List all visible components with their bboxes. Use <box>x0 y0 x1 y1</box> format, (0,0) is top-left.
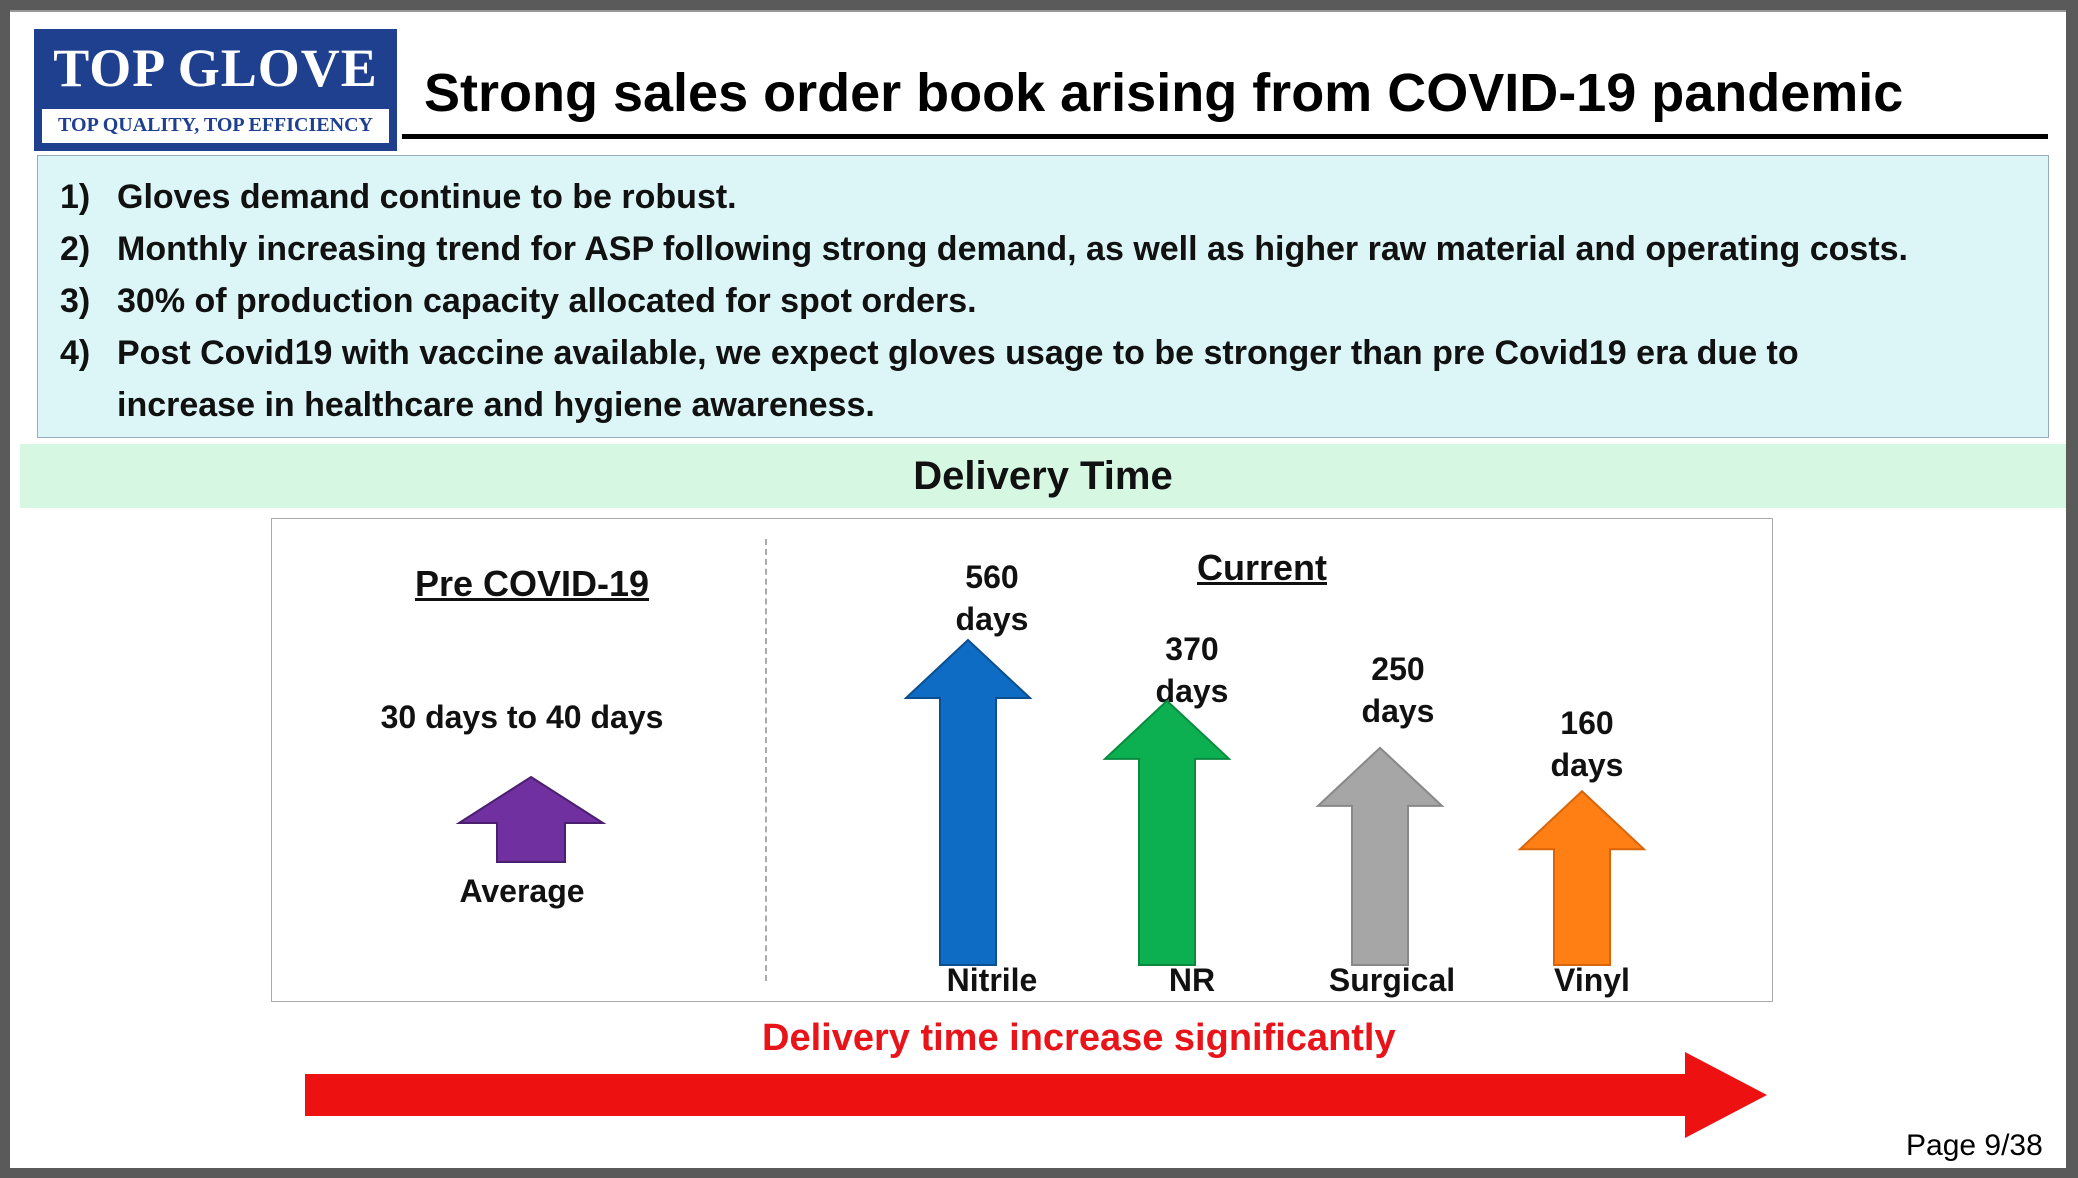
delivery-arrows <box>455 638 1647 966</box>
pre-covid-label: Average <box>459 873 585 909</box>
point-text: increase in healthcare and hygiene aware… <box>117 386 875 424</box>
nr-days-value: 370 <box>1165 631 1219 667</box>
nr-label: NR <box>1168 962 1216 998</box>
slide-title: Strong sales order book arising from COV… <box>424 63 1904 123</box>
point-text: 30% of production capacity allocated for… <box>117 282 977 320</box>
nitrile-label: Nitrile <box>946 962 1038 998</box>
pre-covid-arrow-icon <box>455 775 607 863</box>
nitrile-arrow-icon <box>903 638 1033 966</box>
current-heading: Current <box>1196 547 1327 588</box>
title-underline <box>402 134 2048 139</box>
point-number: 1) <box>60 178 91 216</box>
vinyl-days-value: 160 <box>1560 705 1614 741</box>
surgical-days-unit: days <box>1361 693 1435 729</box>
company-logo: TOP GLOVE TOP QUALITY, TOP EFFICIENCY <box>34 29 397 151</box>
point-text: Gloves demand continue to be robust. <box>117 178 737 216</box>
point-text: Monthly increasing trend for ASP followi… <box>117 230 1908 268</box>
logo-tagline: TOP QUALITY, TOP EFFICIENCY <box>58 114 373 136</box>
vinyl-label: Vinyl <box>1554 962 1630 998</box>
trend-arrow-icon <box>305 1052 1767 1138</box>
point-number: 4) <box>60 334 91 372</box>
page-number: Page 9/38 <box>1906 1129 2043 1162</box>
nitrile-days-value: 560 <box>965 559 1019 595</box>
slide: TOP GLOVE TOP QUALITY, TOP EFFICIENCY St… <box>10 10 2066 1168</box>
panel-divider <box>765 539 767 981</box>
key-points-box: 1) Gloves demand continue to be robust. … <box>37 155 2049 438</box>
vinyl-days-unit: days <box>1550 747 1624 783</box>
section-band: Delivery Time <box>20 444 2066 508</box>
surgical-label: Surgical <box>1328 962 1456 998</box>
delivery-time-panel: Pre COVID-19 30 days to 40 days Average … <box>271 518 1773 1002</box>
point-number: 2) <box>60 230 91 268</box>
nr-arrow-icon <box>1102 699 1232 966</box>
point-text: Post Covid19 with vaccine available, we … <box>117 334 1799 372</box>
vinyl-arrow-icon <box>1517 789 1647 966</box>
pre-covid-heading: Pre COVID-19 <box>414 563 650 604</box>
trend-label: Delivery time increase significantly <box>762 1017 1396 1059</box>
surgical-days-value: 250 <box>1371 651 1425 687</box>
logo-tagline-box: TOP QUALITY, TOP EFFICIENCY <box>42 109 389 143</box>
pre-covid-value: 30 days to 40 days <box>380 699 664 735</box>
section-title: Delivery Time <box>913 454 1173 498</box>
surgical-arrow-icon <box>1315 746 1445 966</box>
nitrile-days-unit: days <box>955 601 1029 637</box>
logo-name: TOP GLOVE <box>53 38 378 98</box>
point-number: 3) <box>60 282 91 320</box>
